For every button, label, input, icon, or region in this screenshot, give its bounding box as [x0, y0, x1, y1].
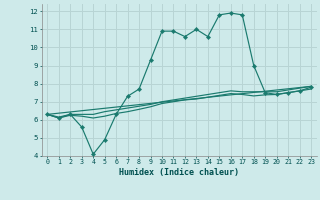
X-axis label: Humidex (Indice chaleur): Humidex (Indice chaleur)	[119, 168, 239, 177]
